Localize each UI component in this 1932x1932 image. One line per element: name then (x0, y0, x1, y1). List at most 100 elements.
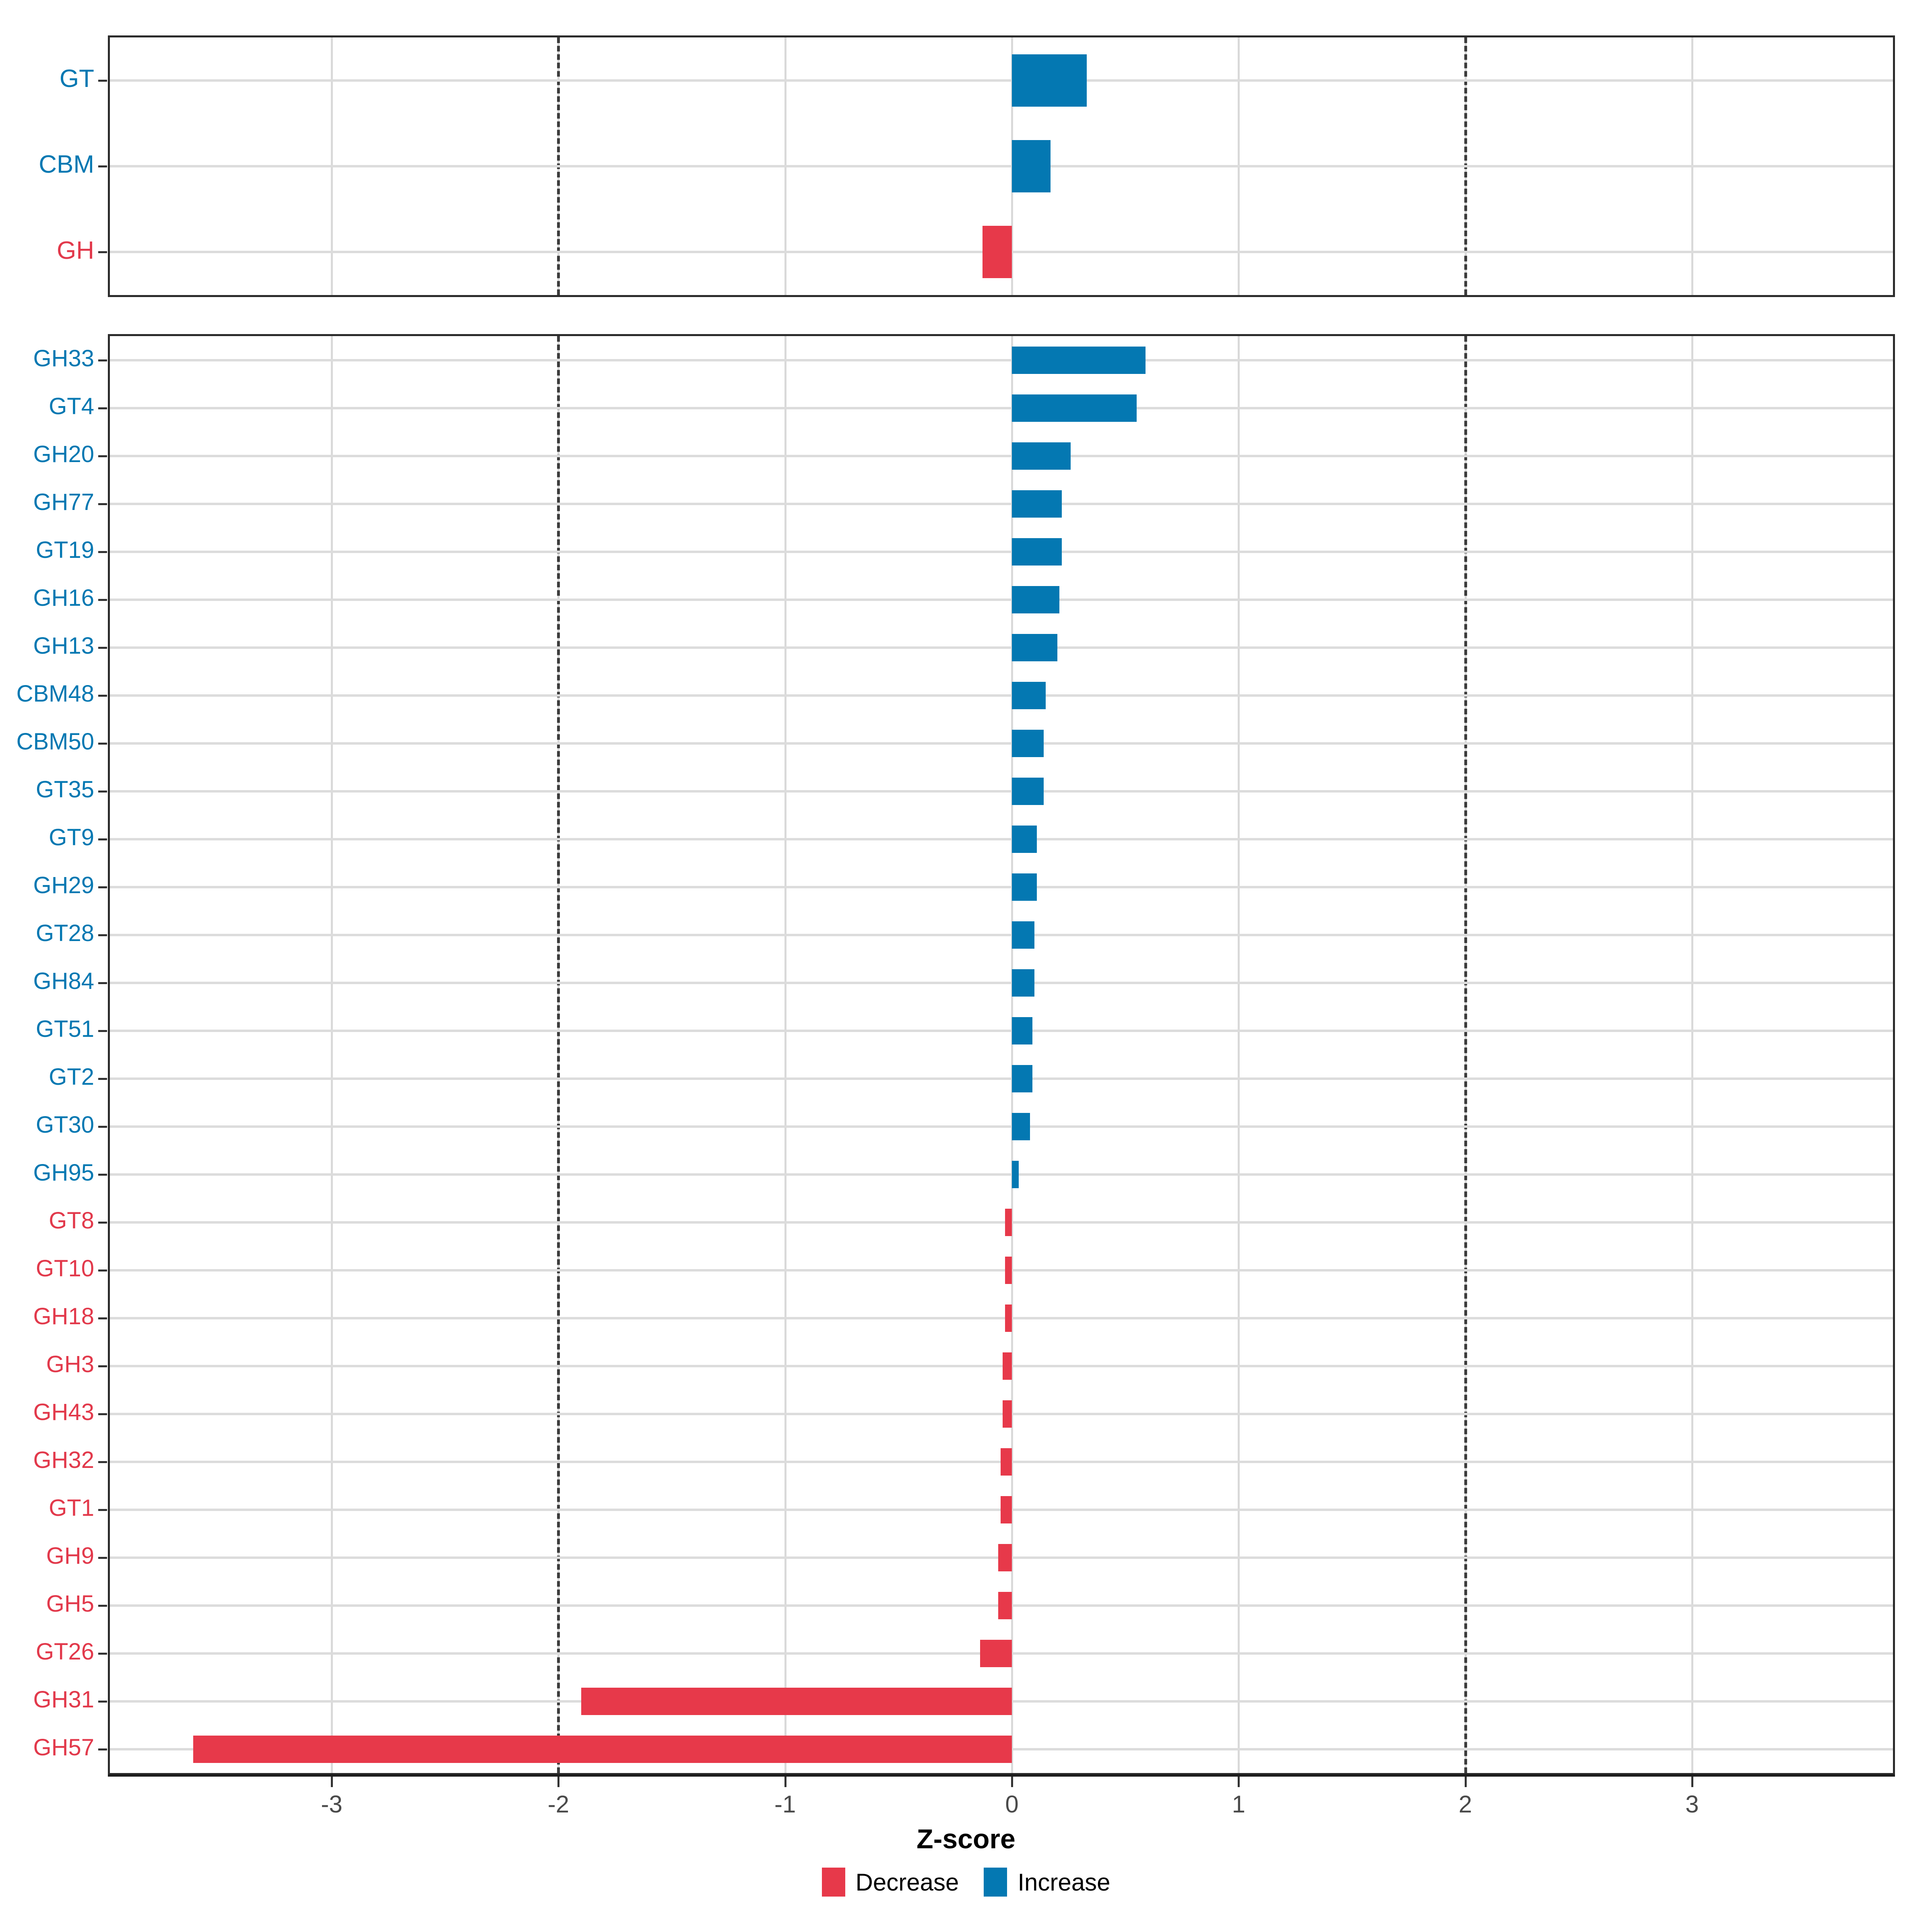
x-tick-label-1: 1 (1232, 1791, 1245, 1818)
y-axis-label-GT51: GT51 (35, 1016, 94, 1042)
gridline-x-1 (1238, 336, 1240, 1773)
y-axis-label-GH43: GH43 (33, 1399, 94, 1426)
y-axis-tick-GH57 (98, 1748, 107, 1750)
bar-GH3 (1003, 1352, 1012, 1380)
gridline-row (110, 886, 1893, 888)
top-plot-area (110, 37, 1893, 295)
bar-GH20 (1012, 442, 1071, 470)
bar-GT51 (1012, 1017, 1032, 1044)
legend-label-increase: Increase (1018, 1868, 1110, 1896)
legend-item-increase[interactable]: Increase (984, 1868, 1110, 1897)
y-axis-tick-GH16 (98, 599, 107, 601)
x-tick-label--2: -2 (547, 1791, 570, 1818)
y-axis-label-GT35: GT35 (35, 776, 94, 803)
y-axis-tick-GT35 (98, 790, 107, 793)
gridline-row (110, 1173, 1893, 1176)
y-axis-label-GT1: GT1 (49, 1495, 94, 1521)
bar-GT30 (1012, 1113, 1030, 1140)
y-axis-label-GH16: GH16 (33, 585, 94, 611)
y-axis-label-GH84: GH84 (33, 968, 94, 995)
bar-CBM (1012, 140, 1051, 192)
x-tick--1 (784, 1777, 786, 1787)
y-axis-label-GT10: GT10 (35, 1255, 94, 1282)
y-axis-tick-GH13 (98, 646, 107, 649)
y-axis-tick-GT30 (98, 1125, 107, 1128)
bar-GH18 (1005, 1304, 1012, 1332)
bar-GT26 (980, 1639, 1012, 1667)
y-axis-tick-CBM48 (98, 694, 107, 697)
x-tick-label--3: -3 (321, 1791, 343, 1818)
bar-GH9 (998, 1544, 1012, 1571)
y-axis-label-GH13: GH13 (33, 633, 94, 659)
legend-label-decrease: Decrease (855, 1868, 959, 1896)
bar-GT10 (1005, 1256, 1012, 1284)
gridline-row (110, 598, 1893, 601)
x-tick--2 (557, 1777, 560, 1787)
bar-GH13 (1012, 634, 1057, 661)
y-axis-tick-GT26 (98, 1652, 107, 1655)
bar-GH33 (1012, 346, 1146, 374)
gridline-row (110, 1412, 1893, 1415)
legend-swatch-decrease (822, 1868, 845, 1897)
y-axis-tick-GH95 (98, 1173, 107, 1176)
gridline-x-3 (1691, 336, 1693, 1773)
y-axis-tick-GH32 (98, 1461, 107, 1463)
y-axis-tick-GH (98, 251, 107, 254)
y-axis-label-GH18: GH18 (33, 1303, 94, 1330)
y-axis-tick-GH20 (98, 455, 107, 457)
y-axis-label-GT2: GT2 (49, 1064, 94, 1090)
y-axis-tick-GH77 (98, 503, 107, 505)
gridline-row (110, 1125, 1893, 1128)
panel-main-families (108, 334, 1895, 1775)
gridline-row (110, 502, 1893, 505)
y-axis-tick-GH9 (98, 1556, 107, 1559)
panel-top-summary (108, 35, 1895, 297)
bar-GT (1012, 54, 1087, 107)
main-plot-area (110, 336, 1893, 1773)
bar-GH31 (581, 1687, 1012, 1715)
y-axis-label-GH57: GH57 (33, 1734, 94, 1761)
y-axis-label-GH3: GH3 (46, 1351, 94, 1378)
y-axis-label-CBM48: CBM48 (16, 681, 94, 707)
gridline-row (110, 165, 1893, 167)
legend-item-decrease[interactable]: Decrease (822, 1868, 959, 1897)
y-axis-label-CBM: CBM (39, 151, 94, 179)
bar-GH95 (1012, 1160, 1019, 1188)
y-axis-tick-GH5 (98, 1604, 107, 1607)
y-axis-tick-GH84 (98, 982, 107, 984)
y-axis-label-GH: GH (57, 236, 94, 264)
y-axis-label-GH33: GH33 (33, 345, 94, 372)
y-axis-tick-GT2 (98, 1077, 107, 1080)
gridline-row (110, 454, 1893, 457)
bar-GT35 (1012, 777, 1044, 805)
x-tick-label--1: -1 (774, 1791, 796, 1818)
y-axis-label-GT28: GT28 (35, 920, 94, 947)
gridline-x-0 (1011, 336, 1013, 1773)
y-axis-tick-GT28 (98, 934, 107, 936)
bar-GT9 (1012, 825, 1037, 853)
gridline-row (110, 981, 1893, 984)
x-tick-2 (1464, 1777, 1467, 1787)
x-tick-label-0: 0 (1005, 1791, 1019, 1818)
gridline-row (110, 1077, 1893, 1080)
y-axis-tick-CBM50 (98, 742, 107, 745)
x-tick--3 (331, 1777, 333, 1787)
legend-swatch-increase (984, 1868, 1007, 1897)
bar-GT8 (1005, 1208, 1012, 1236)
bar-CBM50 (1012, 729, 1044, 757)
y-axis-tick-GH3 (98, 1365, 107, 1367)
reference-line--2 (557, 336, 560, 1773)
bar-CBM48 (1012, 681, 1046, 709)
gridline-row (110, 407, 1893, 409)
y-axis-tick-GT10 (98, 1269, 107, 1271)
x-axis-title: Z-score (916, 1824, 1016, 1854)
gridline-x--1 (784, 336, 786, 1773)
gridline-row (110, 1221, 1893, 1224)
y-axis-tick-GT8 (98, 1221, 107, 1224)
gridline-row (110, 359, 1893, 361)
gridline-row (110, 1269, 1893, 1271)
y-axis-label-GT26: GT26 (35, 1639, 94, 1665)
bar-GT1 (1000, 1496, 1012, 1523)
y-axis-tick-GH31 (98, 1700, 107, 1703)
